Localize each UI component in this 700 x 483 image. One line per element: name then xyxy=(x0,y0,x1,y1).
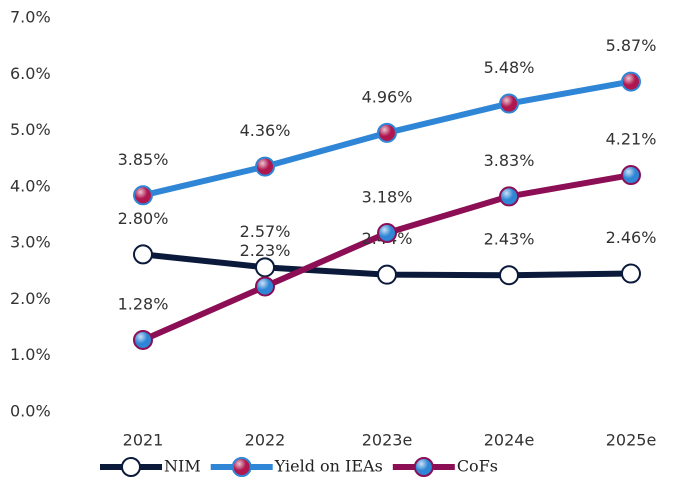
marker-shine xyxy=(257,278,273,295)
marker-shine xyxy=(135,331,151,348)
y-tick-label: 5.0% xyxy=(10,120,51,139)
x-tick-label: 2025e xyxy=(606,431,657,450)
marker-shine xyxy=(623,73,639,90)
marker-shine xyxy=(123,459,139,475)
y-tick-label: 4.0% xyxy=(10,176,51,195)
y-tick-label: 7.0% xyxy=(10,8,51,27)
data-label: 2.80% xyxy=(118,209,169,228)
data-label: 4.96% xyxy=(362,87,413,106)
x-tick-label: 2023e xyxy=(362,431,413,450)
marker-shine xyxy=(233,459,250,475)
x-tick-label: 2024e xyxy=(484,431,535,450)
y-tick-label: 0.0% xyxy=(10,402,51,421)
y-tick-label: 6.0% xyxy=(10,64,51,83)
data-label: 2.23% xyxy=(240,241,291,260)
data-label: 2.57% xyxy=(240,222,291,241)
marker-shine xyxy=(257,259,273,276)
marker-shine xyxy=(415,459,432,475)
marker-shine xyxy=(501,95,517,112)
data-label: 3.85% xyxy=(118,150,169,169)
data-label: 1.28% xyxy=(118,294,169,313)
data-label: 2.43% xyxy=(484,230,535,249)
marker-shine xyxy=(501,188,517,205)
data-label: 4.21% xyxy=(606,130,657,149)
legend-label: NIM xyxy=(164,457,201,476)
x-tick-label: 2021 xyxy=(123,431,164,450)
marker-shine xyxy=(623,265,639,282)
marker-shine xyxy=(257,158,273,175)
marker-shine xyxy=(135,187,151,204)
x-tick-label: 2022 xyxy=(245,431,286,450)
data-label: 2.46% xyxy=(606,228,657,247)
y-tick-label: 2.0% xyxy=(10,289,51,308)
data-label: 5.48% xyxy=(484,58,535,77)
data-label: 5.87% xyxy=(606,36,657,55)
marker-shine xyxy=(623,167,639,184)
y-tick-label: 1.0% xyxy=(10,345,51,364)
data-label: 3.83% xyxy=(484,151,535,170)
y-tick-label: 3.0% xyxy=(10,233,51,252)
data-label: 4.36% xyxy=(240,121,291,140)
marker-shine xyxy=(135,246,151,263)
legend-label: CoFs xyxy=(457,457,498,476)
marker-shine xyxy=(379,225,395,242)
marker-shine xyxy=(379,266,395,283)
marker-shine xyxy=(379,124,395,141)
marker-shine xyxy=(501,267,517,284)
data-label: 3.18% xyxy=(362,188,413,207)
legend-label: Yield on IEAs xyxy=(274,457,383,476)
